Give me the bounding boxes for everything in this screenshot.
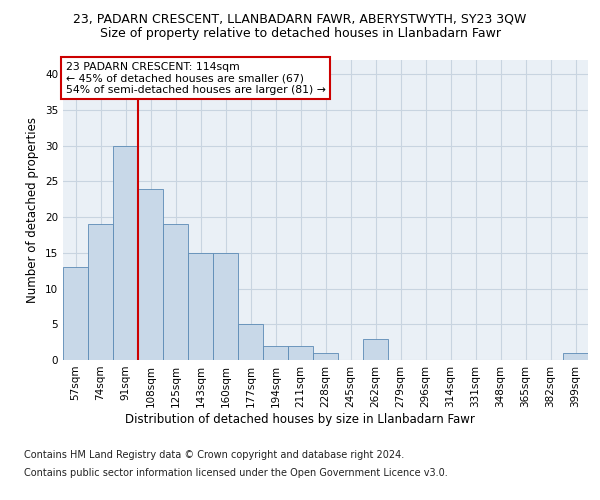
Bar xyxy=(288,346,313,360)
Bar xyxy=(113,146,138,360)
Bar xyxy=(88,224,113,360)
Text: Size of property relative to detached houses in Llanbadarn Fawr: Size of property relative to detached ho… xyxy=(100,28,500,40)
Y-axis label: Number of detached properties: Number of detached properties xyxy=(26,117,40,303)
Bar xyxy=(213,253,238,360)
Bar xyxy=(363,338,388,360)
Text: Contains HM Land Registry data © Crown copyright and database right 2024.: Contains HM Land Registry data © Crown c… xyxy=(24,450,404,460)
Text: Contains public sector information licensed under the Open Government Licence v3: Contains public sector information licen… xyxy=(24,468,448,477)
Bar xyxy=(188,253,213,360)
Text: 23 PADARN CRESCENT: 114sqm
← 45% of detached houses are smaller (67)
54% of semi: 23 PADARN CRESCENT: 114sqm ← 45% of deta… xyxy=(65,62,325,94)
Bar xyxy=(313,353,338,360)
Bar xyxy=(238,324,263,360)
Bar xyxy=(563,353,588,360)
Bar xyxy=(63,267,88,360)
Bar xyxy=(138,188,163,360)
Text: Distribution of detached houses by size in Llanbadarn Fawr: Distribution of detached houses by size … xyxy=(125,412,475,426)
Text: 23, PADARN CRESCENT, LLANBADARN FAWR, ABERYSTWYTH, SY23 3QW: 23, PADARN CRESCENT, LLANBADARN FAWR, AB… xyxy=(73,12,527,26)
Bar xyxy=(263,346,288,360)
Bar xyxy=(163,224,188,360)
